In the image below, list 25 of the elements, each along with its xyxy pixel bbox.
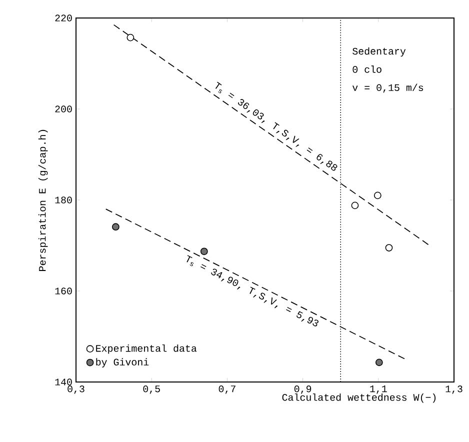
point	[385, 244, 393, 252]
y-axis-title: Perspiration E (g/cap.h)	[38, 130, 48, 271]
x-tick-label: 0,3	[68, 385, 84, 394]
y-tick-label: 140	[55, 378, 72, 386]
annotation: v = 0,15 m/s	[352, 84, 424, 93]
point	[374, 192, 382, 200]
legend-label: by Givoni	[96, 358, 149, 368]
x-tick-label: 0,5	[143, 385, 160, 394]
x-tick-label: 1,1	[370, 386, 387, 394]
point	[126, 34, 134, 42]
annotation: Sedentary	[352, 47, 406, 57]
x-tick-label: 1,3	[446, 385, 462, 394]
y-tick-label: 220	[55, 14, 72, 22]
y-tick-label: 200	[55, 106, 72, 112]
point	[351, 202, 359, 210]
annotation: 0 clo	[352, 66, 382, 73]
point	[200, 248, 208, 256]
x-tick-label: 0,9	[294, 385, 312, 394]
point	[112, 223, 120, 231]
y-tick-label: 160	[55, 288, 72, 294]
legend-label: Experimental data	[96, 344, 197, 354]
y-tick-label: 180	[55, 196, 72, 204]
point	[375, 358, 383, 366]
x-axis-title: Calculated wettedness W(−)	[282, 393, 436, 403]
x-tick-label: 0,7	[218, 385, 236, 394]
